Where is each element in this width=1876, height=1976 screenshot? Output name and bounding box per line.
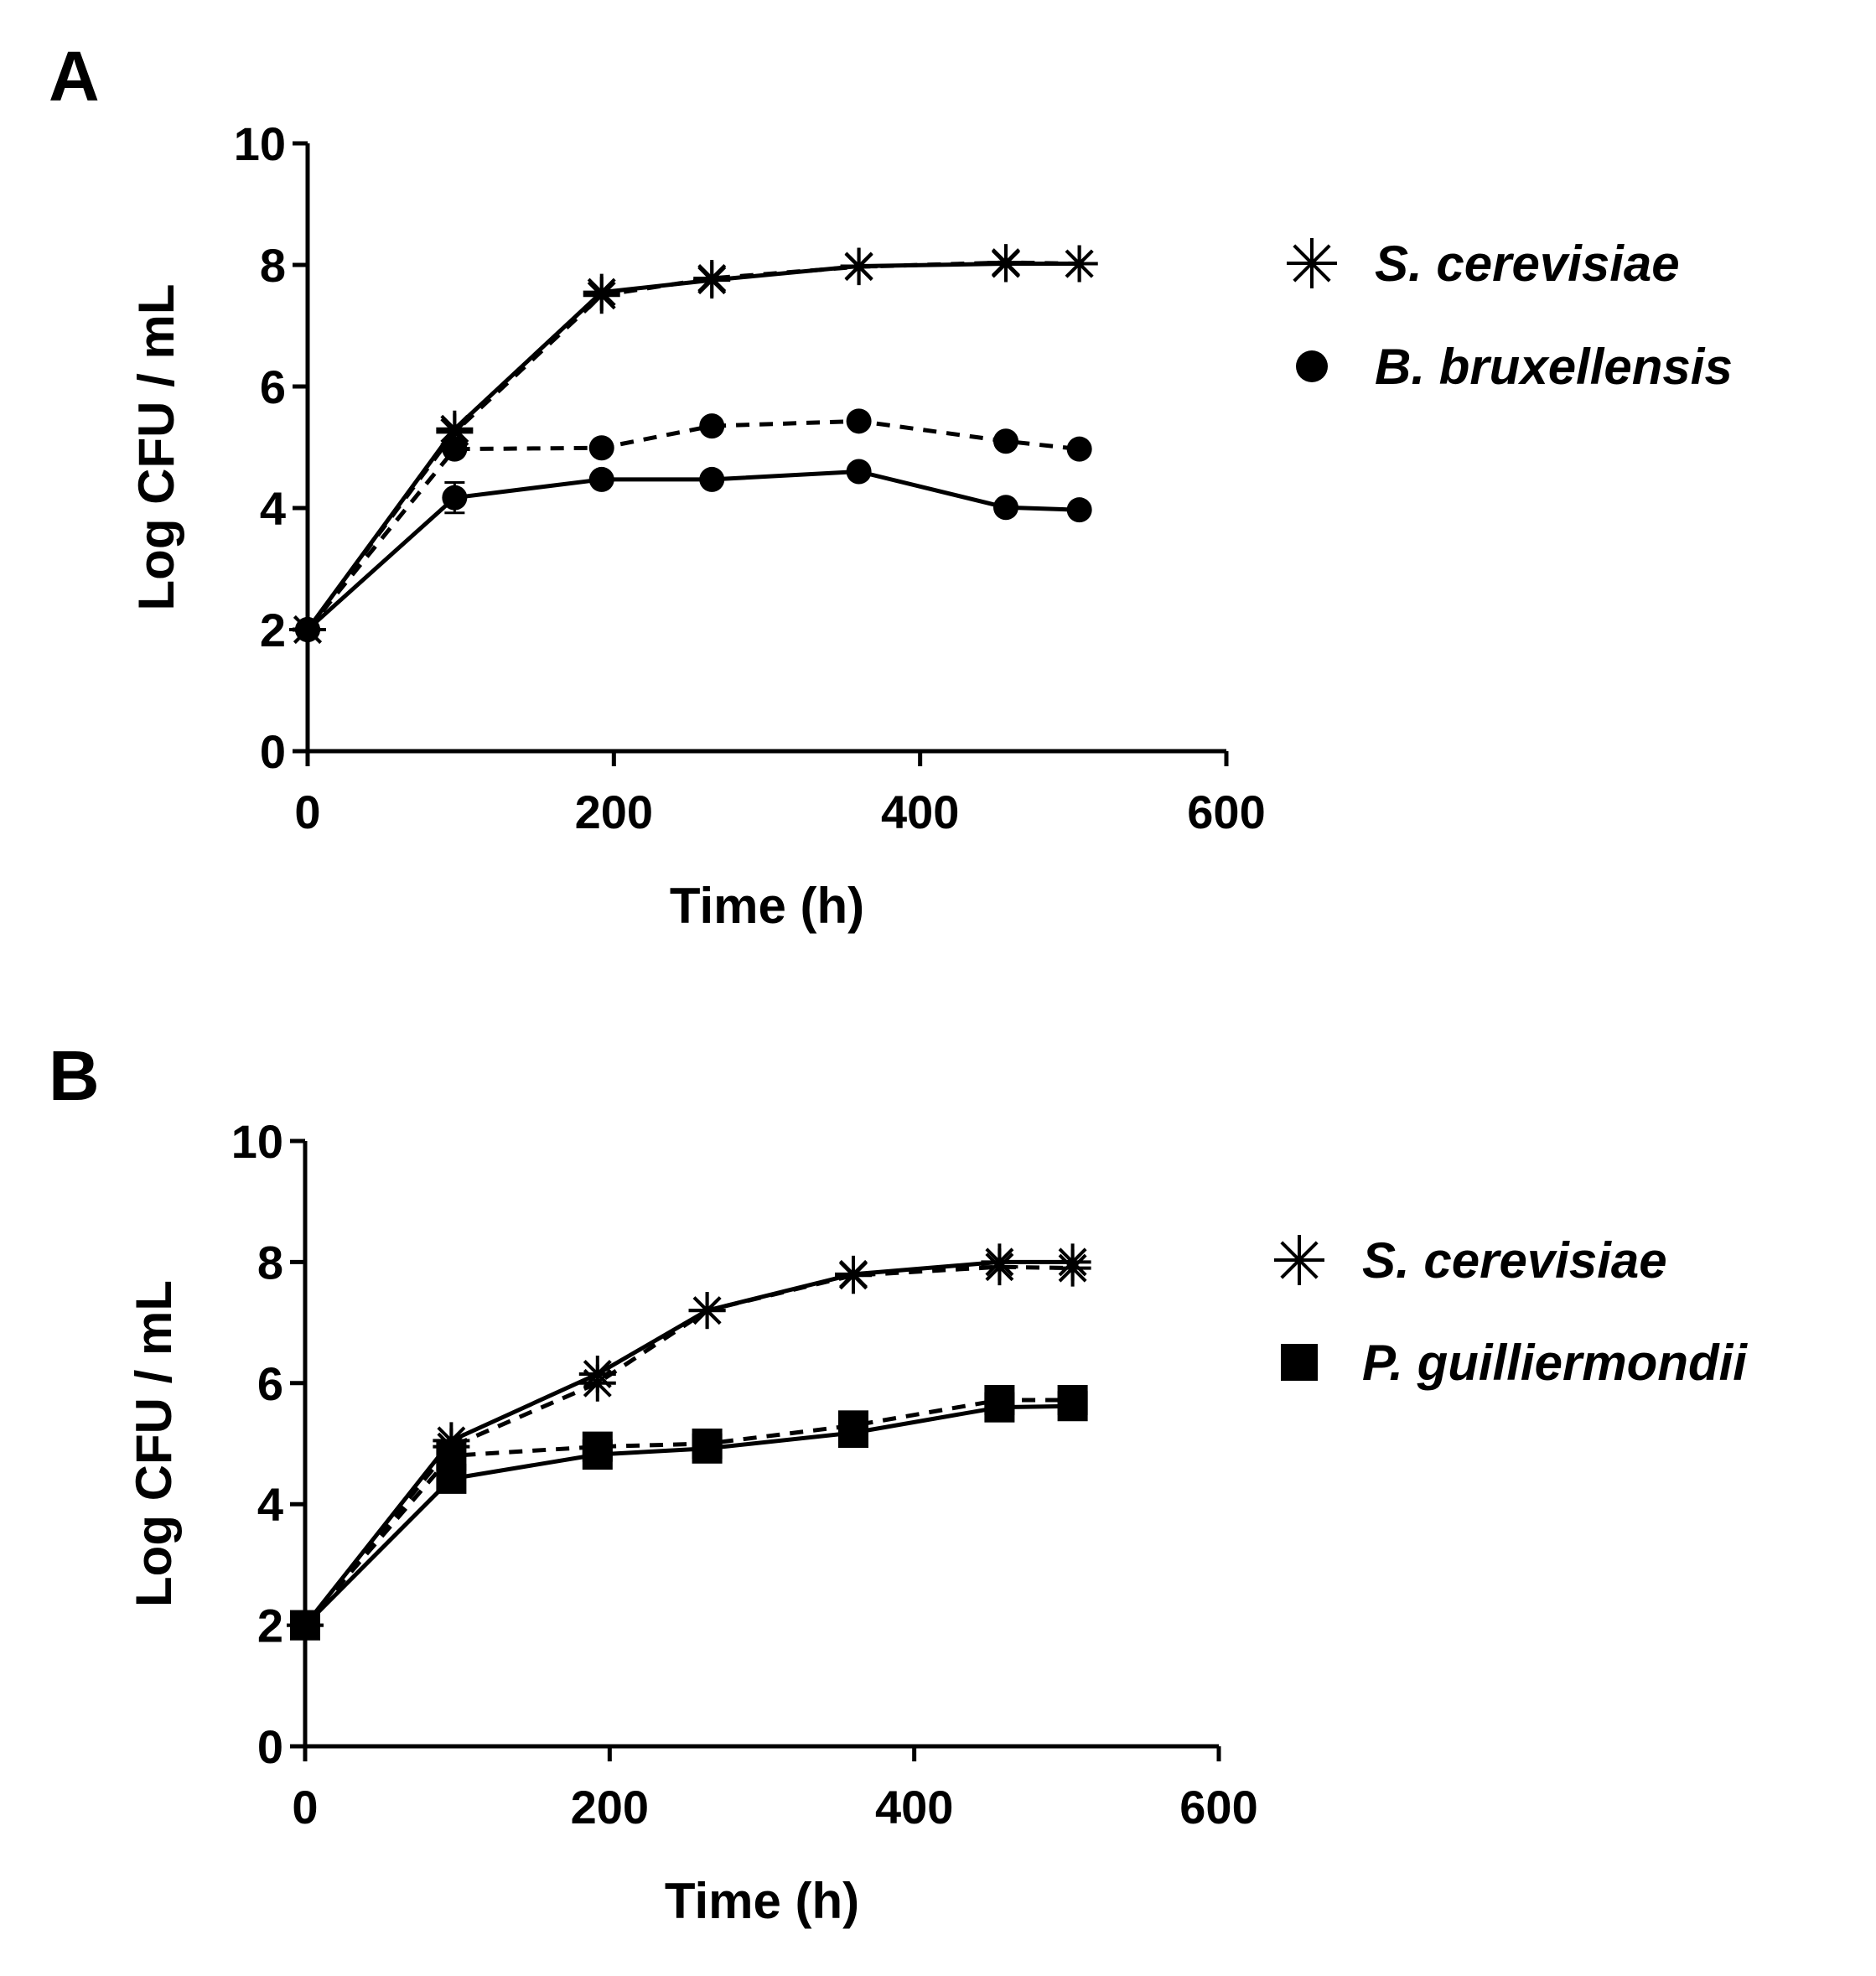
series-asterisk-solid bbox=[287, 1243, 1091, 1644]
legend-label: B. bruxellensis bbox=[1375, 339, 1733, 395]
data-point bbox=[1057, 1391, 1088, 1422]
y-tick-label: 8 bbox=[260, 239, 286, 292]
x-tick-label: 600 bbox=[1187, 786, 1265, 838]
data-point bbox=[699, 413, 725, 439]
data-point bbox=[436, 1463, 467, 1494]
data-point bbox=[692, 1433, 723, 1464]
y-axis-title: Log CFU / mL bbox=[128, 284, 184, 611]
x-tick-label: 400 bbox=[881, 786, 959, 838]
y-tick-label: 2 bbox=[260, 604, 286, 656]
data-point-stroke bbox=[844, 252, 873, 282]
data-point bbox=[578, 1364, 616, 1402]
y-tick-label: 0 bbox=[260, 725, 286, 778]
series-asterisk-dashed bbox=[289, 244, 1098, 648]
data-point bbox=[992, 428, 1018, 454]
x-axis-title: Time (h) bbox=[665, 1873, 859, 1929]
data-point bbox=[688, 1292, 726, 1330]
legend-marker-asterisk-stroke bbox=[1293, 244, 1331, 283]
y-tick-label: 0 bbox=[257, 1720, 283, 1773]
data-point bbox=[442, 485, 468, 511]
data-point-stroke bbox=[985, 1253, 1014, 1282]
series-line bbox=[303, 1403, 1073, 1627]
y-tick-label: 6 bbox=[260, 360, 286, 413]
data-point bbox=[1066, 497, 1092, 523]
data-point bbox=[1060, 245, 1098, 283]
series-line bbox=[303, 1264, 1073, 1627]
data-point bbox=[840, 248, 878, 286]
x-axis-title: Time (h) bbox=[670, 878, 864, 934]
legend-label: S. cerevisiae bbox=[1362, 1232, 1667, 1289]
series-square-solid bbox=[290, 1391, 1088, 1641]
legend: S. cerevisiae B. bruxellensis bbox=[1287, 236, 1733, 395]
series-line bbox=[306, 469, 1080, 631]
data-point bbox=[582, 1439, 613, 1470]
data-point bbox=[1066, 436, 1092, 462]
data-point bbox=[588, 435, 614, 461]
data-point bbox=[987, 244, 1024, 282]
panel-a-letter: A bbox=[49, 37, 100, 116]
legend-label: S. cerevisiae bbox=[1375, 236, 1680, 292]
data-point bbox=[846, 408, 872, 434]
y-tick-label: 8 bbox=[257, 1236, 283, 1289]
series-asterisk-dashed bbox=[287, 1248, 1091, 1644]
data-point bbox=[295, 617, 320, 642]
series-circle-dashed bbox=[295, 408, 1092, 642]
y-tick-label: 6 bbox=[257, 1357, 283, 1410]
data-point bbox=[693, 259, 731, 297]
y-tick-label: 2 bbox=[257, 1600, 283, 1652]
data-point bbox=[981, 1248, 1018, 1286]
x-tick-label: 200 bbox=[571, 1781, 649, 1833]
series-line bbox=[305, 260, 1080, 631]
legend-marker-asterisk bbox=[1287, 238, 1337, 288]
y-tick-label: 4 bbox=[260, 482, 286, 535]
data-point-stroke bbox=[697, 263, 727, 293]
series-line bbox=[303, 1259, 1073, 1627]
x-tick-label: 0 bbox=[294, 786, 320, 838]
data-point-stroke bbox=[1065, 249, 1094, 278]
series-square-dashed bbox=[290, 1385, 1088, 1641]
y-tick-label: 4 bbox=[257, 1478, 283, 1531]
data-point bbox=[1054, 1249, 1091, 1287]
legend-marker-square bbox=[1281, 1344, 1318, 1381]
data-point-stroke bbox=[692, 1296, 722, 1325]
data-point bbox=[835, 1257, 872, 1294]
data-point bbox=[583, 277, 620, 314]
data-point bbox=[442, 436, 468, 462]
series-circle-solid bbox=[295, 459, 1092, 642]
data-point bbox=[846, 459, 872, 485]
x-tick-label: 400 bbox=[875, 1781, 953, 1833]
data-point-stroke bbox=[839, 1261, 868, 1290]
data-point-stroke bbox=[1058, 1253, 1087, 1283]
x-tick-label: 600 bbox=[1179, 1781, 1257, 1833]
legend: S. cerevisiae P. guilliermondii bbox=[1274, 1232, 1748, 1391]
data-point bbox=[838, 1418, 868, 1449]
data-point bbox=[290, 1610, 320, 1641]
y-tick-label: 10 bbox=[231, 1115, 283, 1168]
panel-b: B 0 2 4 6 8 10 0 200 400 600 Time (h) Log CFU / mL S.… bbox=[49, 1036, 1748, 1929]
y-tick-label: 10 bbox=[234, 117, 286, 170]
panel-a: A 0 2 4 6 8 10 0 200 400 600 Time (h) Log CFU / mL S.… bbox=[49, 37, 1733, 934]
y-axis-title: Log CFU / mL bbox=[126, 1280, 182, 1607]
series-asterisk-solid bbox=[289, 245, 1098, 648]
x-tick-label: 200 bbox=[575, 786, 653, 838]
data-point-stroke bbox=[587, 281, 616, 310]
legend-marker-circle bbox=[1296, 350, 1328, 382]
legend-marker-asterisk bbox=[1274, 1235, 1324, 1285]
x-tick-label: 0 bbox=[292, 1781, 318, 1833]
data-point-stroke bbox=[991, 248, 1020, 277]
data-point-stroke bbox=[583, 1368, 612, 1398]
data-point bbox=[992, 495, 1018, 521]
legend-label: P. guilliermondii bbox=[1362, 1335, 1748, 1391]
data-point bbox=[588, 466, 614, 492]
legend-marker-asterisk-stroke bbox=[1280, 1241, 1319, 1279]
data-point bbox=[984, 1392, 1015, 1423]
series-line bbox=[305, 262, 1080, 631]
panel-b-letter: B bbox=[49, 1036, 100, 1115]
data-point bbox=[699, 466, 725, 492]
